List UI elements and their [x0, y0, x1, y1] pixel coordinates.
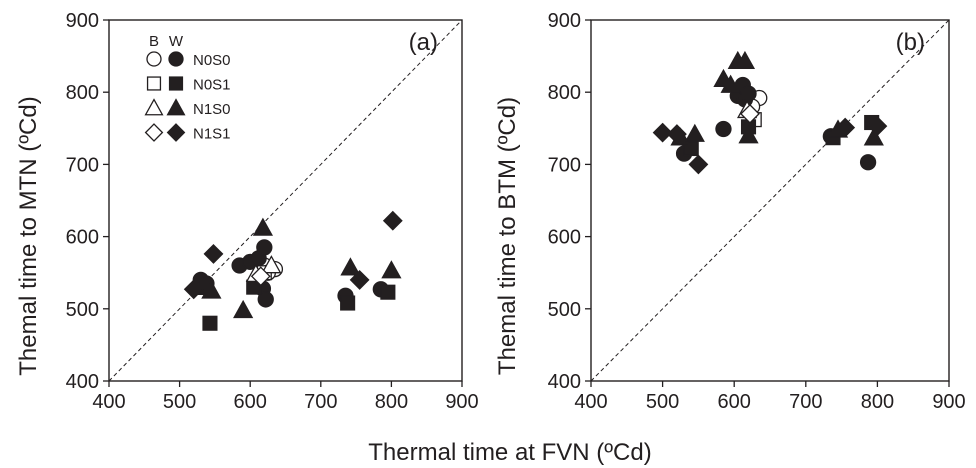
series-N1S1-B: [250, 266, 271, 287]
y-tick-label: 400: [66, 371, 99, 393]
series-N0S1-W: [683, 114, 880, 157]
data-point: [202, 315, 218, 331]
data-point: [734, 50, 756, 70]
data-point: [715, 120, 732, 138]
data-point: [257, 291, 274, 308]
data-point: [349, 270, 370, 290]
y-tick-label: 800: [66, 82, 99, 104]
y-tick-label: 700: [548, 154, 581, 176]
legend-marker-w-square: [168, 76, 184, 91]
plot-frame: [590, 19, 950, 382]
data-point: [256, 239, 273, 256]
legend: B W N0S0 N0S1 N1S0 N1S1: [144, 33, 231, 143]
series-N1S1-W: [183, 210, 403, 300]
data-point: [252, 217, 274, 236]
legend-marker-w-diamond: [166, 123, 186, 142]
data-point: [381, 260, 402, 279]
legend-marker-b-circle: [146, 51, 162, 67]
x-tick-label: 900: [932, 391, 965, 413]
series-N1S1-W: [652, 116, 888, 175]
data-point: [688, 154, 709, 175]
legend-label: N0S1: [193, 77, 231, 94]
data-point: [720, 74, 741, 93]
legend-label: N1S1: [193, 126, 231, 143]
data-point: [261, 255, 282, 274]
legend-label: N0S0: [193, 52, 231, 69]
x-tick-label: 500: [163, 391, 196, 413]
data-point: [835, 117, 856, 138]
y-tick-label: 600: [548, 227, 581, 249]
legend-marker-b-triangle: [144, 98, 164, 116]
y-tick-label: 900: [66, 10, 99, 32]
data-point: [738, 125, 759, 144]
data-point: [233, 299, 254, 319]
data-point: [740, 103, 760, 124]
y-tick-label: 400: [548, 371, 581, 393]
x-tick-label: 800: [375, 391, 408, 413]
y-tick-label: 500: [548, 299, 581, 321]
data-point: [340, 295, 356, 311]
x-tick-label: 800: [861, 391, 894, 413]
reference-line-1to1: [108, 19, 463, 382]
series-N0S1-W: [202, 279, 396, 331]
y-tick-label: 900: [548, 10, 581, 32]
x-tick-label: 700: [304, 391, 337, 413]
x-tick-label: 400: [92, 391, 125, 413]
panel-b: Themal time to BTM (ºCd) 400 500 600 700 800…: [494, 10, 966, 413]
data-point: [201, 280, 222, 299]
x-tick-label: 600: [718, 391, 751, 413]
y-tick-label: 600: [66, 227, 99, 249]
y-tick-label: 800: [548, 82, 581, 104]
legend-header-w: W: [169, 33, 184, 50]
legend-header-b: B: [149, 33, 159, 50]
y-tick-label: 500: [66, 299, 99, 321]
legend-marker-w-circle: [168, 51, 184, 67]
panel-a: Themal time to MTN (ºCd) 400 500 600 700 800…: [15, 10, 479, 413]
data-point: [380, 284, 396, 300]
x-tick-label: 400: [574, 391, 607, 413]
data-point: [203, 244, 224, 264]
data-point: [340, 257, 361, 276]
series-N1S0-W: [194, 217, 402, 319]
legend-label: N1S0: [193, 101, 231, 118]
y-tick-label: 700: [66, 154, 99, 176]
legend-marker-w-triangle: [166, 98, 186, 116]
x-tick-label: 700: [789, 391, 822, 413]
data-point: [867, 116, 888, 137]
data-point: [863, 127, 884, 146]
panel-label: (b): [896, 29, 925, 56]
x-axis-label: Thermal time at FVN (ºCd): [368, 439, 651, 466]
panel-b-ylabel: Themal time to BTM (ºCd): [494, 97, 521, 375]
x-tick-label: 500: [646, 391, 679, 413]
data-point: [859, 154, 877, 171]
plot-frame: [108, 19, 463, 382]
data-point: [382, 210, 403, 231]
legend-marker-b-square: [146, 76, 162, 91]
reference-line-1to1: [590, 19, 950, 382]
panel-label: (a): [409, 29, 438, 56]
data-point: [183, 279, 204, 300]
data-point: [652, 122, 673, 143]
series-N1S1-B: [740, 103, 760, 124]
x-tick-label: 900: [445, 391, 478, 413]
panel-a-ylabel: Themal time to MTN (ºCd): [15, 96, 42, 375]
data-point: [740, 85, 757, 102]
x-tick-label: 600: [234, 391, 267, 413]
data-point: [667, 124, 687, 144]
data-point: [684, 123, 705, 142]
data-point: [250, 266, 271, 287]
legend-marker-b-diamond: [144, 123, 164, 142]
